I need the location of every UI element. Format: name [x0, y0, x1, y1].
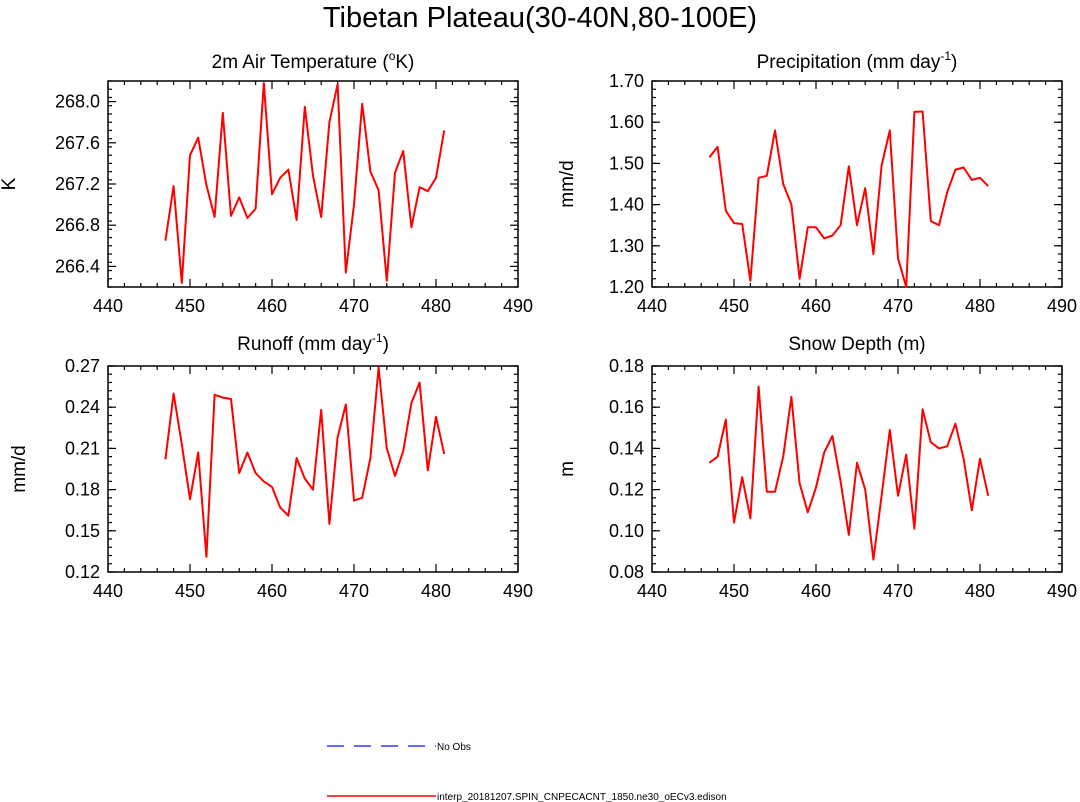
legend-label-model: interp_20181207.SPIN_CNPECACNT_1850.ne30…: [437, 792, 727, 802]
y-tick-label: 1.40: [609, 195, 644, 215]
x-tick-label: 490: [503, 581, 533, 601]
series-line: [164, 366, 446, 558]
y-tick-label: 1.30: [609, 236, 644, 256]
x-tick-label: 480: [421, 296, 451, 316]
panel-title: Runoff (mm day-1): [237, 331, 389, 355]
plot-frame: [107, 80, 519, 288]
x-tick-label: 440: [93, 581, 123, 601]
x-tick-label: 440: [93, 296, 123, 316]
plot-frame: [651, 80, 1063, 288]
y-tick-label: 0.18: [65, 480, 100, 500]
legend-label-no-obs: No Obs: [437, 742, 471, 753]
x-tick-label: 440: [637, 296, 667, 316]
y-tick-label: 0.24: [65, 397, 100, 417]
panel-title-tail: ): [951, 52, 957, 73]
y-tick-label: 1.60: [609, 112, 644, 132]
panel-title-text: 2m Air Temperature (: [212, 52, 390, 73]
panel-title: Precipitation (mm day-1): [757, 49, 958, 73]
series-line: [708, 110, 989, 288]
x-tick-label: 480: [421, 581, 451, 601]
x-tick-label: 490: [1047, 296, 1077, 316]
y-tick-label: 1.20: [609, 277, 644, 297]
x-tick-label: 470: [883, 296, 913, 316]
x-tick-label: 460: [801, 296, 831, 316]
panel-title: Snow Depth (m): [788, 334, 925, 355]
y-tick-label: 0.10: [609, 521, 644, 541]
panel-title: 2m Air Temperature (oK): [212, 49, 415, 73]
y-tick-label: 0.16: [609, 397, 644, 417]
x-tick-label: 450: [175, 581, 205, 601]
panel-snow-depth: Snow Depth (m) m 440 450 460 470 480 490 0.08 0…: [557, 334, 1077, 601]
x-tick-label: 440: [637, 581, 667, 601]
legend: No Obs interp_20181207.SPIN_CNPECACNT_18…: [327, 742, 727, 802]
y-tick-label: 267.6: [55, 133, 100, 153]
y-tick-label: 0.08: [609, 562, 644, 582]
x-tick-label: 480: [965, 296, 995, 316]
y-tick-label: 0.15: [65, 521, 100, 541]
x-tick-label: 460: [257, 581, 287, 601]
panel-title-tail: ): [383, 334, 389, 355]
x-tick-label: 470: [339, 296, 369, 316]
y-tick-label: 1.50: [609, 153, 644, 173]
y-tick-label: 0.12: [65, 562, 100, 582]
plot-frame: [107, 365, 519, 573]
y-tick-label: 268.0: [55, 92, 100, 112]
x-tick-label: 460: [801, 581, 831, 601]
panel-title-superscript: -1: [372, 331, 383, 345]
x-tick-label: 490: [1047, 581, 1077, 601]
y-tick-label: 0.14: [609, 438, 644, 458]
y-axis-label: m: [557, 461, 578, 477]
x-tick-label: 470: [339, 581, 369, 601]
panel-title-tail: K): [395, 52, 414, 73]
panel-precipitation: Precipitation (mm day-1) mm/d 440 450 460 4…: [557, 49, 1077, 316]
y-tick-label: 1.70: [609, 71, 644, 91]
panel-title-text: Snow Depth (m): [788, 334, 925, 355]
y-tick-label: 0.18: [609, 356, 644, 376]
y-tick-label: 266.8: [55, 215, 100, 235]
x-tick-label: 480: [965, 581, 995, 601]
x-tick-label: 460: [257, 296, 287, 316]
plot-frame: [651, 365, 1063, 573]
y-axis-label: mm/d: [9, 445, 30, 493]
x-tick-label: 450: [719, 296, 749, 316]
y-tick-label: 267.2: [55, 174, 100, 194]
x-tick-label: 450: [175, 296, 205, 316]
y-tick-label: 0.21: [65, 438, 100, 458]
panel-title-text: Precipitation (mm day: [757, 52, 941, 73]
x-tick-label: 450: [719, 581, 749, 601]
y-tick-label: 0.27: [65, 356, 100, 376]
series-line: [164, 82, 446, 284]
x-tick-label: 470: [883, 581, 913, 601]
panel-title-superscript: -1: [940, 49, 951, 63]
y-axis-label: K: [0, 177, 20, 190]
panel-air-temperature: 2m Air Temperature (oK) K 440 450 460 470 48…: [0, 49, 533, 316]
panel-title-text: Runoff (mm day: [237, 334, 372, 355]
y-tick-label: 0.12: [609, 480, 644, 500]
y-tick-label: 266.4: [55, 256, 100, 276]
x-tick-label: 490: [503, 296, 533, 316]
main-title: Tibetan Plateau(30-40N,80-100E): [323, 2, 757, 34]
series-line: [708, 385, 990, 561]
y-axis-label: mm/d: [557, 160, 578, 208]
panel-runoff: Runoff (mm day-1) mm/d 440 450 460 470 480 49…: [9, 331, 533, 601]
panel-title-superscript: o: [389, 49, 396, 63]
